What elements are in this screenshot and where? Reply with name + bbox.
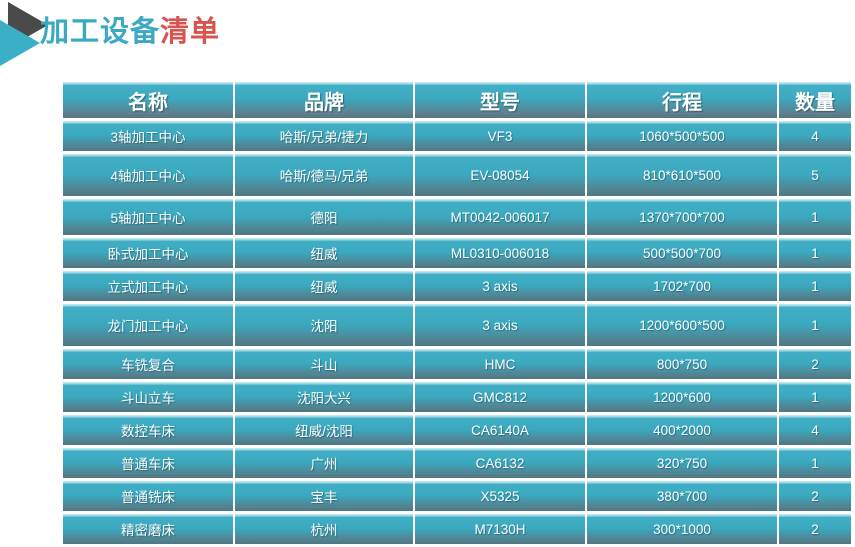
cell-qty: 4 — [779, 415, 851, 445]
cell-qty: 4 — [779, 121, 851, 151]
table-row: 立式加工中心 纽威 3 axis 1702*700 1 — [63, 271, 851, 301]
cell-name: 卧式加工中心 — [63, 238, 233, 268]
cell-model: X5325 — [415, 481, 585, 511]
cell-brand: 斗山 — [235, 349, 413, 379]
cell-qty: 1 — [779, 304, 851, 346]
table-row: 斗山立车 沈阳大兴 GMC812 1200*600 1 — [63, 382, 851, 412]
table-row: 4轴加工中心 哈斯/德马/兄弟 EV-08054 810*610*500 5 — [63, 154, 851, 196]
cell-brand: 纽威/沈阳 — [235, 415, 413, 445]
cell-stroke: 300*1000 — [587, 514, 777, 544]
cell-qty: 2 — [779, 349, 851, 379]
cell-stroke: 500*500*700 — [587, 238, 777, 268]
table-row: 5轴加工中心 德阳 MT0042-006017 1370*700*700 1 — [63, 199, 851, 235]
cell-model: HMC — [415, 349, 585, 379]
cell-name: 普通铣床 — [63, 481, 233, 511]
column-header-stroke: 行程 — [587, 82, 777, 118]
column-header-name: 名称 — [63, 82, 233, 118]
table-row: 精密磨床 杭州 M7130H 300*1000 2 — [63, 514, 851, 544]
cell-brand: 宝丰 — [235, 481, 413, 511]
cell-name: 普通车床 — [63, 448, 233, 478]
equipment-table-body: 3轴加工中心 哈斯/兄弟/捷力 VF3 1060*500*500 4 4轴加工中心 哈斯/德… — [63, 121, 851, 544]
cell-stroke: 380*700 — [587, 481, 777, 511]
cell-qty: 1 — [779, 448, 851, 478]
cell-stroke: 1702*700 — [587, 271, 777, 301]
cell-stroke: 1060*500*500 — [587, 121, 777, 151]
cell-name: 5轴加工中心 — [63, 199, 233, 235]
cell-brand: 沈阳大兴 — [235, 382, 413, 412]
cell-model: EV-08054 — [415, 154, 585, 196]
cell-stroke: 1200*600*500 — [587, 304, 777, 346]
cell-brand: 纽威 — [235, 238, 413, 268]
cell-stroke: 320*750 — [587, 448, 777, 478]
column-header-qty: 数量 — [779, 82, 851, 118]
cell-name: 立式加工中心 — [63, 271, 233, 301]
table-row: 普通车床 广州 CA6132 320*750 1 — [63, 448, 851, 478]
cell-brand: 杭州 — [235, 514, 413, 544]
arrow-teal-icon — [0, 20, 40, 66]
cell-model: 3 axis — [415, 304, 585, 346]
table-row: 数控车床 纽威/沈阳 CA6140A 400*2000 4 — [63, 415, 851, 445]
cell-model: MT0042-006017 — [415, 199, 585, 235]
cell-model: VF3 — [415, 121, 585, 151]
table-row: 普通铣床 宝丰 X5325 380*700 2 — [63, 481, 851, 511]
column-header-brand: 品牌 — [235, 82, 413, 118]
cell-name: 斗山立车 — [63, 382, 233, 412]
cell-stroke: 800*750 — [587, 349, 777, 379]
table-row: 卧式加工中心 纽威 ML0310-006018 500*500*700 1 — [63, 238, 851, 268]
cell-model: GMC812 — [415, 382, 585, 412]
cell-name: 车铣复合 — [63, 349, 233, 379]
cell-brand: 纽威 — [235, 271, 413, 301]
cell-name: 数控车床 — [63, 415, 233, 445]
cell-name: 3轴加工中心 — [63, 121, 233, 151]
cell-qty: 2 — [779, 514, 851, 544]
cell-model: 3 axis — [415, 271, 585, 301]
arrow-bullet-graphic — [0, 2, 56, 68]
cell-model: M7130H — [415, 514, 585, 544]
cell-stroke: 400*2000 — [587, 415, 777, 445]
cell-brand: 沈阳 — [235, 304, 413, 346]
page-title-accent: 清单 — [160, 16, 221, 48]
cell-brand: 德阳 — [235, 199, 413, 235]
cell-qty: 1 — [779, 271, 851, 301]
equipment-table: 名称 品牌 型号 行程 数量 3轴加工中心 哈斯/兄弟/捷力 VF3 1060*500… — [61, 79, 853, 547]
column-header-model: 型号 — [415, 82, 585, 118]
cell-qty: 2 — [779, 481, 851, 511]
cell-model: CA6132 — [415, 448, 585, 478]
cell-brand: 哈斯/德马/兄弟 — [235, 154, 413, 196]
cell-qty: 5 — [779, 154, 851, 196]
table-row: 车铣复合 斗山 HMC 800*750 2 — [63, 349, 851, 379]
cell-qty: 1 — [779, 238, 851, 268]
cell-name: 精密磨床 — [63, 514, 233, 544]
cell-name: 龙门加工中心 — [63, 304, 233, 346]
table-row: 3轴加工中心 哈斯/兄弟/捷力 VF3 1060*500*500 4 — [63, 121, 851, 151]
cell-stroke: 1200*600 — [587, 382, 777, 412]
table-row: 龙门加工中心 沈阳 3 axis 1200*600*500 1 — [63, 304, 851, 346]
cell-model: ML0310-006018 — [415, 238, 585, 268]
cell-qty: 1 — [779, 199, 851, 235]
page-title: 加工设备清单 — [40, 8, 220, 56]
equipment-table-container: 名称 品牌 型号 行程 数量 3轴加工中心 哈斯/兄弟/捷力 VF3 1060*500… — [61, 79, 851, 547]
cell-brand: 哈斯/兄弟/捷力 — [235, 121, 413, 151]
cell-model: CA6140A — [415, 415, 585, 445]
table-header-row: 名称 品牌 型号 行程 数量 — [63, 82, 851, 118]
cell-stroke: 1370*700*700 — [587, 199, 777, 235]
page-title-bar: 加工设备清单 — [0, 0, 855, 72]
cell-stroke: 810*610*500 — [587, 154, 777, 196]
cell-qty: 1 — [779, 382, 851, 412]
page-title-primary: 加工设备 — [40, 16, 161, 48]
cell-name: 4轴加工中心 — [63, 154, 233, 196]
cell-brand: 广州 — [235, 448, 413, 478]
